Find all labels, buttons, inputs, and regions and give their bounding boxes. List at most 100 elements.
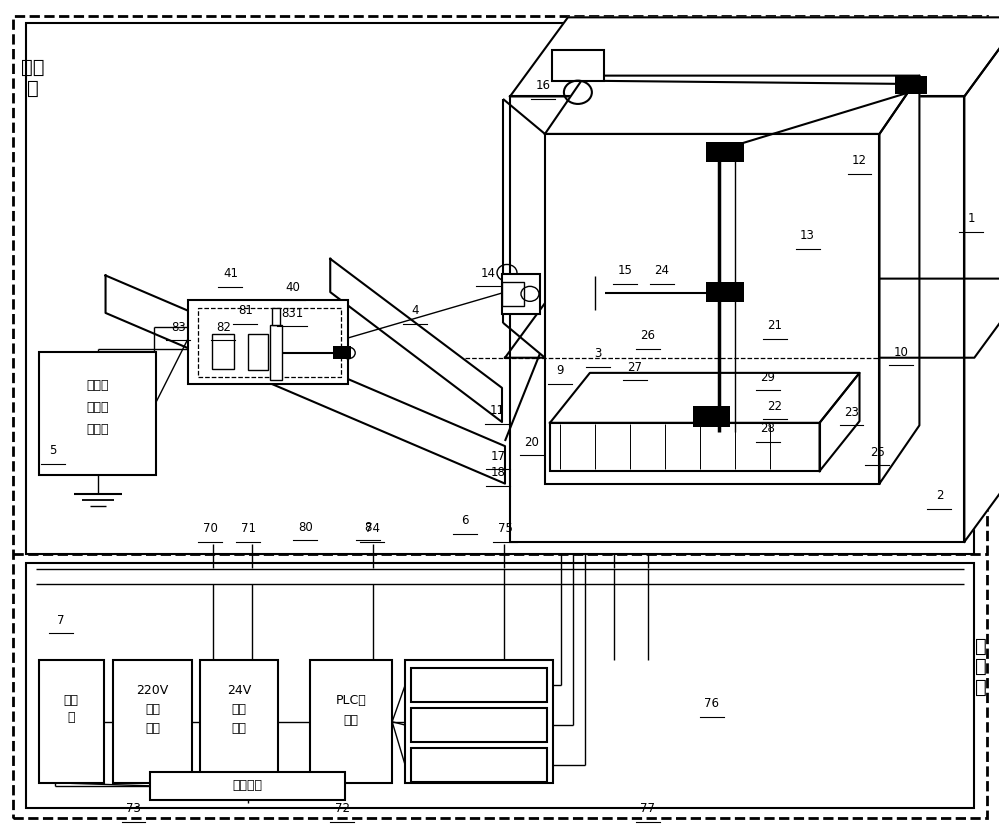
Text: 3: 3 — [594, 348, 602, 360]
Text: 41: 41 — [223, 268, 238, 280]
Bar — [39, 352, 156, 475]
Text: 电源: 电源 — [145, 722, 160, 735]
Text: 40: 40 — [286, 281, 301, 294]
Polygon shape — [505, 279, 1000, 358]
Text: 交流: 交流 — [145, 703, 160, 716]
Text: 发生器: 发生器 — [86, 423, 109, 436]
Text: 14: 14 — [481, 267, 496, 279]
Text: 7: 7 — [57, 614, 64, 627]
Text: 29: 29 — [760, 370, 775, 384]
Polygon shape — [510, 18, 1000, 97]
Text: 22: 22 — [767, 399, 782, 413]
Text: 77: 77 — [640, 802, 655, 815]
Text: 83: 83 — [171, 321, 186, 334]
Text: 16: 16 — [535, 79, 550, 93]
Text: 直流标: 直流标 — [86, 379, 109, 392]
Bar — [411, 708, 547, 741]
Text: 6: 6 — [461, 514, 469, 527]
Text: 28: 28 — [760, 422, 775, 435]
Text: 18: 18 — [491, 466, 505, 480]
Text: 直流: 直流 — [232, 703, 247, 716]
Text: 控制系统: 控制系统 — [233, 779, 263, 792]
Bar — [706, 282, 744, 302]
Text: 71: 71 — [241, 522, 256, 535]
Text: 2: 2 — [936, 489, 943, 502]
Bar — [310, 661, 392, 783]
Bar — [405, 661, 553, 783]
Text: 室: 室 — [975, 678, 987, 697]
Polygon shape — [964, 18, 1000, 542]
Text: 第二驱动器: 第二驱动器 — [460, 719, 498, 731]
Text: 室: 室 — [27, 78, 39, 98]
Text: 70: 70 — [203, 522, 218, 535]
Bar — [272, 308, 280, 324]
Bar — [552, 50, 604, 82]
Bar — [270, 324, 282, 379]
Text: 11: 11 — [490, 404, 505, 417]
Bar — [545, 134, 879, 484]
Text: 75: 75 — [498, 522, 512, 535]
Text: 76: 76 — [704, 697, 719, 710]
Text: 15: 15 — [617, 264, 632, 277]
Text: 80: 80 — [298, 520, 313, 534]
Text: 25: 25 — [870, 445, 885, 459]
Bar — [550, 423, 820, 471]
Bar — [212, 334, 234, 369]
Text: 制: 制 — [975, 657, 987, 676]
Text: 第三驱动器: 第三驱动器 — [460, 759, 498, 771]
Bar — [411, 668, 547, 701]
Polygon shape — [545, 76, 919, 134]
Bar — [895, 76, 927, 94]
Bar — [502, 274, 540, 314]
Bar — [502, 282, 524, 305]
Text: 4: 4 — [411, 304, 419, 317]
Text: 81: 81 — [238, 304, 253, 317]
Bar — [510, 97, 964, 542]
Polygon shape — [550, 373, 860, 423]
Text: 8: 8 — [364, 520, 372, 534]
Text: 5: 5 — [49, 444, 56, 457]
Polygon shape — [106, 275, 505, 484]
Text: 21: 21 — [767, 319, 782, 332]
Text: 220V: 220V — [136, 684, 169, 696]
Text: 调压: 调压 — [64, 695, 79, 707]
Text: 12: 12 — [852, 154, 867, 167]
Text: 17: 17 — [491, 450, 506, 463]
Text: 73: 73 — [126, 802, 141, 815]
Text: 72: 72 — [335, 802, 350, 815]
Bar — [333, 346, 351, 359]
Text: 电源: 电源 — [232, 722, 247, 735]
Bar — [188, 300, 348, 384]
Text: 控: 控 — [975, 636, 987, 656]
Text: 9: 9 — [556, 364, 564, 377]
Bar — [248, 334, 268, 370]
Text: 器: 器 — [67, 711, 75, 724]
Bar — [26, 563, 974, 808]
Text: 23: 23 — [844, 405, 859, 419]
Bar — [693, 406, 730, 427]
Text: 24V: 24V — [227, 684, 251, 696]
Text: 26: 26 — [640, 329, 655, 342]
Text: 制器: 制器 — [344, 714, 359, 726]
Text: 20: 20 — [525, 435, 539, 449]
Bar — [150, 771, 345, 800]
Bar — [198, 308, 341, 377]
Polygon shape — [330, 259, 502, 422]
Text: 13: 13 — [800, 229, 815, 242]
Text: 1: 1 — [968, 213, 975, 225]
Text: 高压: 高压 — [21, 58, 44, 77]
Bar — [706, 142, 744, 162]
Text: 24: 24 — [654, 264, 669, 277]
Text: 831: 831 — [281, 307, 303, 319]
Bar — [113, 661, 192, 783]
Bar — [411, 748, 547, 781]
Text: 82: 82 — [216, 321, 231, 334]
Text: PLC控: PLC控 — [336, 695, 367, 707]
Bar — [39, 661, 104, 783]
Polygon shape — [879, 76, 919, 484]
Text: 74: 74 — [365, 522, 380, 535]
Polygon shape — [820, 373, 860, 471]
Text: 第一驱动器: 第一驱动器 — [460, 679, 498, 691]
Text: 10: 10 — [894, 346, 909, 359]
Text: 准高压: 准高压 — [86, 401, 109, 414]
